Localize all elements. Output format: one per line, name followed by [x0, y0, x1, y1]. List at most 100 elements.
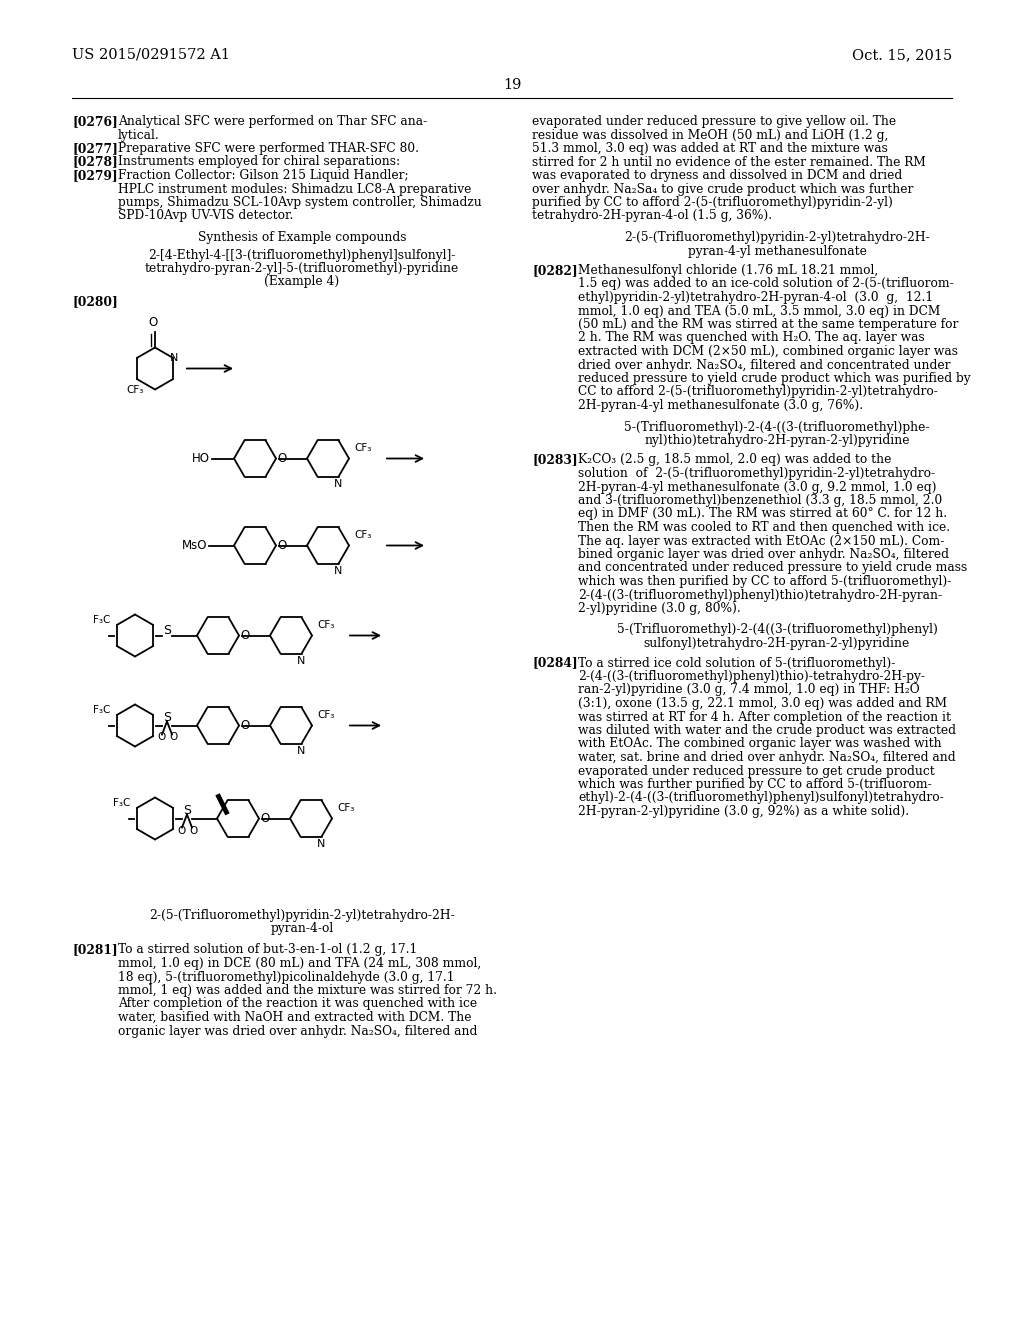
Text: [0279]: [0279] [72, 169, 118, 182]
Text: water, sat. brine and dried over anhydr. Na₂SO₄, filtered and: water, sat. brine and dried over anhydr.… [578, 751, 955, 764]
Text: O: O [177, 825, 185, 836]
Text: CC to afford 2-(5-(trifluoromethyl)pyridin-2-yl)tetrahydro-: CC to afford 2-(5-(trifluoromethyl)pyrid… [578, 385, 938, 399]
Text: [0277]: [0277] [72, 143, 118, 154]
Text: N: N [317, 838, 326, 849]
Text: 18 eq), 5-(trifluoromethyl)picolinaldehyde (3.0 g, 17.1: 18 eq), 5-(trifluoromethyl)picolinaldehy… [118, 970, 455, 983]
Text: K₂CO₃ (2.5 g, 18.5 mmol, 2.0 eq) was added to the: K₂CO₃ (2.5 g, 18.5 mmol, 2.0 eq) was add… [578, 454, 891, 466]
Text: CF₃: CF₃ [126, 385, 143, 395]
Text: over anhydr. Na₂Sa₄ to give crude product which was further: over anhydr. Na₂Sa₄ to give crude produc… [532, 182, 913, 195]
Text: nyl)thio)tetrahydro-2H-pyran-2-yl)pyridine: nyl)thio)tetrahydro-2H-pyran-2-yl)pyridi… [644, 434, 909, 447]
Text: 2-(4-((3-(trifluoromethyl)phenyl)thio)tetrahydro-2H-pyran-: 2-(4-((3-(trifluoromethyl)phenyl)thio)te… [578, 589, 942, 602]
Text: 2 h. The RM was quenched with H₂O. The aq. layer was: 2 h. The RM was quenched with H₂O. The a… [578, 331, 925, 345]
Text: mmol, 1.0 eq) and TEA (5.0 mL, 3.5 mmol, 3.0 eq) in DCM: mmol, 1.0 eq) and TEA (5.0 mL, 3.5 mmol,… [578, 305, 940, 318]
Text: residue was dissolved in MeOH (50 mL) and LiOH (1.2 g,: residue was dissolved in MeOH (50 mL) an… [532, 128, 889, 141]
Text: O: O [260, 812, 269, 825]
Text: Methanesulfonyl chloride (1.76 mL 18.21 mmol,: Methanesulfonyl chloride (1.76 mL 18.21 … [578, 264, 879, 277]
Text: pyran-4-ol: pyran-4-ol [270, 921, 334, 935]
Text: F₃C: F₃C [92, 615, 110, 624]
Text: MsO: MsO [181, 539, 207, 552]
Text: evaporated under reduced pressure to give yellow oil. The: evaporated under reduced pressure to giv… [532, 115, 896, 128]
Text: O: O [157, 733, 165, 742]
Text: 5-(Trifluoromethyl)-2-(4((3-(trifluoromethyl)phenyl): 5-(Trifluoromethyl)-2-(4((3-(trifluorome… [616, 623, 937, 636]
Text: N: N [334, 566, 343, 576]
Text: [0284]: [0284] [532, 656, 578, 669]
Text: O: O [170, 733, 178, 742]
Text: O: O [240, 719, 249, 733]
Text: was evaporated to dryness and dissolved in DCM and dried: was evaporated to dryness and dissolved … [532, 169, 902, 182]
Text: purified by CC to afford 2-(5-(trifluoromethyl)pyridin-2-yl): purified by CC to afford 2-(5-(trifluoro… [532, 195, 893, 209]
Text: CF₃: CF₃ [317, 710, 335, 719]
Text: mmol, 1 eq) was added and the mixture was stirred for 72 h.: mmol, 1 eq) was added and the mixture wa… [118, 983, 497, 997]
Text: Oct. 15, 2015: Oct. 15, 2015 [852, 48, 952, 62]
Text: (Example 4): (Example 4) [264, 276, 340, 289]
Text: 2H-pyran-2-yl)pyridine (3.0 g, 92%) as a white solid).: 2H-pyran-2-yl)pyridine (3.0 g, 92%) as a… [578, 805, 909, 818]
Text: sulfonyl)tetrahydro-2H-pyran-2-yl)pyridine: sulfonyl)tetrahydro-2H-pyran-2-yl)pyridi… [644, 638, 910, 649]
Text: S: S [163, 624, 171, 638]
Text: O: O [240, 630, 249, 642]
Text: 2H-pyran-4-yl methanesulfonate (3.0 g, 9.2 mmol, 1.0 eq): 2H-pyran-4-yl methanesulfonate (3.0 g, 9… [578, 480, 937, 494]
Text: S: S [163, 711, 171, 723]
Text: CF₃: CF₃ [354, 531, 372, 540]
Text: SPD-10Avp UV-VIS detector.: SPD-10Avp UV-VIS detector. [118, 210, 293, 223]
Text: tetrahydro-pyran-2-yl]-5-(trifluoromethyl)-pyridine: tetrahydro-pyran-2-yl]-5-(trifluoromethy… [144, 261, 459, 275]
Text: was stirred at RT for 4 h. After completion of the reaction it: was stirred at RT for 4 h. After complet… [578, 710, 951, 723]
Text: After completion of the reaction it was quenched with ice: After completion of the reaction it was … [118, 998, 477, 1011]
Text: water, basified with NaOH and extracted with DCM. The: water, basified with NaOH and extracted … [118, 1011, 471, 1024]
Text: US 2015/0291572 A1: US 2015/0291572 A1 [72, 48, 230, 62]
Text: 19: 19 [503, 78, 521, 92]
Text: pumps, Shimadzu SCL-10Avp system controller, Shimadzu: pumps, Shimadzu SCL-10Avp system control… [118, 195, 481, 209]
Text: pyran-4-yl methanesulfonate: pyran-4-yl methanesulfonate [687, 244, 866, 257]
Text: with EtOAc. The combined organic layer was washed with: with EtOAc. The combined organic layer w… [578, 738, 942, 751]
Text: O: O [278, 539, 287, 552]
Text: 5-(Trifluoromethyl)-2-(4-((3-(trifluoromethyl)phe-: 5-(Trifluoromethyl)-2-(4-((3-(trifluorom… [625, 421, 930, 433]
Text: dried over anhydr. Na₂SO₄, filtered and concentrated under: dried over anhydr. Na₂SO₄, filtered and … [578, 359, 950, 371]
Text: 2-(4-((3-(trifluoromethyl)phenyl)thio)-tetrahydro-2H-py-: 2-(4-((3-(trifluoromethyl)phenyl)thio)-t… [578, 671, 925, 682]
Text: CF₃: CF₃ [354, 444, 372, 453]
Text: F₃C: F₃C [113, 799, 130, 808]
Text: (50 mL) and the RM was stirred at the same temperature for: (50 mL) and the RM was stirred at the sa… [578, 318, 958, 331]
Text: eq) in DMF (30 mL). The RM was stirred at 60° C. for 12 h.: eq) in DMF (30 mL). The RM was stirred a… [578, 507, 947, 520]
Text: The aq. layer was extracted with EtOAc (2×150 mL). Com-: The aq. layer was extracted with EtOAc (… [578, 535, 944, 548]
Text: [0276]: [0276] [72, 115, 118, 128]
Text: O: O [278, 451, 287, 465]
Text: [0281]: [0281] [72, 944, 118, 957]
Text: tetrahydro-2H-pyran-4-ol (1.5 g, 36%).: tetrahydro-2H-pyran-4-ol (1.5 g, 36%). [532, 210, 772, 223]
Text: and 3-(trifluoromethyl)benzenethiol (3.3 g, 18.5 mmol, 2.0: and 3-(trifluoromethyl)benzenethiol (3.3… [578, 494, 942, 507]
Text: (3:1), oxone (13.5 g, 22.1 mmol, 3.0 eq) was added and RM: (3:1), oxone (13.5 g, 22.1 mmol, 3.0 eq)… [578, 697, 947, 710]
Text: which was further purified by CC to afford 5-(trifluorom-: which was further purified by CC to affo… [578, 777, 932, 791]
Text: [0278]: [0278] [72, 156, 118, 169]
Text: stirred for 2 h until no evidence of the ester remained. The RM: stirred for 2 h until no evidence of the… [532, 156, 926, 169]
Text: HO: HO [193, 451, 210, 465]
Text: 2H-pyran-4-yl methanesulfonate (3.0 g, 76%).: 2H-pyran-4-yl methanesulfonate (3.0 g, 7… [578, 399, 863, 412]
Text: CF₃: CF₃ [317, 620, 335, 630]
Text: 1.5 eq) was added to an ice-cold solution of 2-(5-(trifluorom-: 1.5 eq) was added to an ice-cold solutio… [578, 277, 953, 290]
Text: Then the RM was cooled to RT and then quenched with ice.: Then the RM was cooled to RT and then qu… [578, 521, 950, 535]
Text: Instruments employed for chiral separations:: Instruments employed for chiral separati… [118, 156, 400, 169]
Text: ethyl)-2-(4-((3-(trifluoromethyl)phenyl)sulfonyl)tetrahydro-: ethyl)-2-(4-((3-(trifluoromethyl)phenyl)… [578, 792, 944, 804]
Text: [0282]: [0282] [532, 264, 578, 277]
Text: F₃C: F₃C [92, 705, 110, 715]
Text: 2-yl)pyridine (3.0 g, 80%).: 2-yl)pyridine (3.0 g, 80%). [578, 602, 740, 615]
Text: Preparative SFC were performed THAR-SFC 80.: Preparative SFC were performed THAR-SFC … [118, 143, 419, 154]
Text: extracted with DCM (2×50 mL), combined organic layer was: extracted with DCM (2×50 mL), combined o… [578, 345, 958, 358]
Text: bined organic layer was dried over anhydr. Na₂SO₄, filtered: bined organic layer was dried over anhyd… [578, 548, 949, 561]
Text: HPLC instrument modules: Shimadzu LC8-A preparative: HPLC instrument modules: Shimadzu LC8-A … [118, 182, 471, 195]
Text: which was then purified by CC to afford 5-(trifluoromethyl)-: which was then purified by CC to afford … [578, 576, 951, 587]
Text: O: O [148, 317, 158, 330]
Text: O: O [189, 825, 198, 836]
Text: Analytical SFC were performed on Thar SFC ana-: Analytical SFC were performed on Thar SF… [118, 115, 427, 128]
Text: mmol, 1.0 eq) in DCE (80 mL) and TFA (24 mL, 308 mmol,: mmol, 1.0 eq) in DCE (80 mL) and TFA (24… [118, 957, 481, 970]
Text: Fraction Collector: Gilson 215 Liquid Handler;: Fraction Collector: Gilson 215 Liquid Ha… [118, 169, 409, 182]
Text: 51.3 mmol, 3.0 eq) was added at RT and the mixture was: 51.3 mmol, 3.0 eq) was added at RT and t… [532, 143, 888, 154]
Text: CF₃: CF₃ [337, 803, 354, 813]
Text: evaporated under reduced pressure to get crude product: evaporated under reduced pressure to get… [578, 764, 935, 777]
Text: solution  of  2-(5-(trifluoromethyl)pyridin-2-yl)tetrahydro-: solution of 2-(5-(trifluoromethyl)pyridi… [578, 467, 935, 480]
Text: To a stirred ice cold solution of 5-(trifluoromethyl)-: To a stirred ice cold solution of 5-(tri… [578, 656, 895, 669]
Text: [0283]: [0283] [532, 454, 578, 466]
Text: was diluted with water and the crude product was extracted: was diluted with water and the crude pro… [578, 723, 956, 737]
Text: N: N [297, 656, 306, 665]
Text: [0280]: [0280] [72, 294, 118, 308]
Text: N: N [297, 746, 306, 755]
Text: reduced pressure to yield crude product which was purified by: reduced pressure to yield crude product … [578, 372, 971, 385]
Text: N: N [170, 352, 178, 363]
